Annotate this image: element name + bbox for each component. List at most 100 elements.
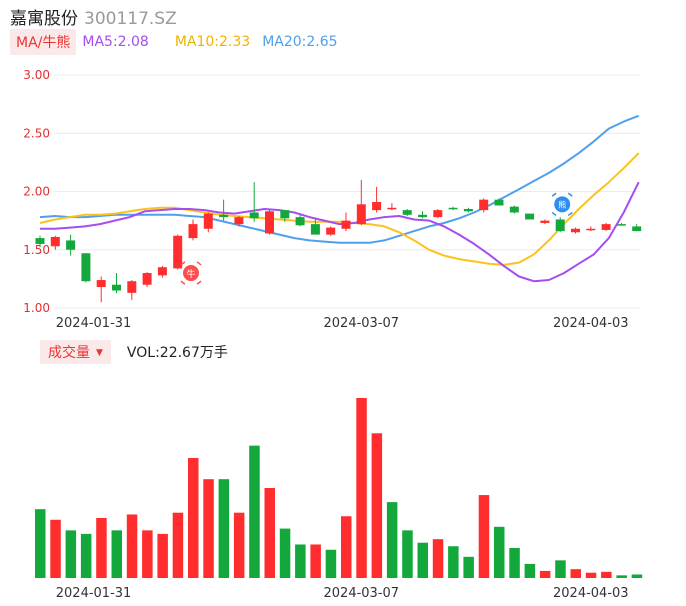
volume-bar [463,556,474,578]
volume-bar [111,530,122,578]
candle-body [81,253,91,282]
volume-bar [188,458,199,578]
candle-body [265,211,274,234]
candle-body [295,217,305,226]
candle-body [234,217,244,225]
volume-bar [126,514,138,578]
candle-body [280,210,290,219]
candle [127,280,137,300]
volume-bar [356,398,367,578]
candle-body [157,267,167,276]
x-tick-label: 2024-04-03 [553,586,629,601]
candle-body [448,207,458,210]
candle [356,179,366,226]
candle [402,208,412,216]
candle [81,253,91,283]
volume-bar [203,479,214,578]
candle [280,210,290,222]
candle-body [479,199,489,211]
candle-body [387,207,397,210]
candle-body [586,228,596,231]
volume-bar [524,563,536,578]
bear-marker-glyph: 熊 [558,199,566,209]
volume-bar [371,433,383,578]
candle-body [50,236,60,247]
candle-body [418,214,427,218]
ma-legend: MA/牛熊 MA5:2.08 MA10:2.33 MA20:2.65 [10,29,338,55]
candle-body [341,220,351,229]
chart-title: 嘉寓股份 300117.SZ [10,4,177,29]
volume-bar [448,546,459,578]
candle-body [540,220,550,223]
x-tick-label: 2024-01-31 [56,586,132,601]
volume-bar [279,528,291,578]
y-tick-label: 1.50 [23,243,50,257]
candle [387,203,397,211]
candle-body [66,240,76,250]
volume-value: VOL:22.67万手 [126,345,228,361]
candle [265,210,274,235]
volume-bar [218,479,230,578]
volume-bar [249,445,260,578]
candle-body [219,214,229,218]
candle [326,226,336,236]
y-tick-label: 3.00 [23,68,50,82]
candle [173,234,183,270]
volume-bar [233,512,245,578]
candle [632,224,642,232]
volume-bar [494,526,505,578]
candle-body [35,238,45,244]
candle [295,214,305,227]
candle-body [173,235,183,269]
candle-body [525,213,535,220]
volume-bar [386,502,398,578]
y-tick-label: 2.00 [23,185,50,199]
candle-body [372,201,382,211]
ma-indicator-selector[interactable]: MA/牛熊 [10,29,77,55]
candle-body [509,206,519,213]
candle [234,215,244,227]
x-tick-label: 2024-04-03 [553,316,629,331]
volume-bar [402,530,413,578]
x-tick-label: 2024-03-07 [324,586,400,601]
volume-bar [142,530,153,578]
price-grid [54,74,640,309]
volume-bars [35,398,643,578]
ma10-line [39,152,640,266]
volume-bar [172,512,184,578]
volume-tag-label: 成交量 [48,345,90,361]
candle [418,211,427,219]
candle-body [96,280,106,288]
bull-marker-dot [183,265,199,282]
volume-bar [65,530,77,578]
candle [601,222,611,232]
candle [448,206,458,211]
bear-marker-ring [551,192,573,216]
candle-body [310,224,320,235]
ma20-legend: MA20:2.65 [262,34,338,50]
y-tick-label: 1.00 [23,301,50,315]
volume-bar [35,509,46,578]
candle-body [402,210,412,215]
candle [463,207,473,213]
candle-body [356,204,366,225]
volume-bar [601,571,612,578]
volume-bar [585,572,597,578]
bull-marker: 牛 [180,261,202,285]
volume-bar [509,548,520,578]
candle-body [326,227,336,235]
candle-body [127,281,137,293]
bear-marker-dot [554,196,571,213]
volume-bar [555,560,566,578]
candle-body [203,213,213,229]
volume-bar [417,542,428,578]
stock-code: 300117.SZ [84,9,177,29]
volume-legend: 成交量 ▼ VOL:22.67万手 [40,340,228,364]
volume-indicator-selector[interactable]: 成交量 ▼ [40,340,111,364]
volume-bar [264,488,275,578]
volume-bar [157,533,168,578]
bear-marker: 熊 [551,192,573,216]
candle [142,271,152,288]
candle-body [142,273,152,285]
